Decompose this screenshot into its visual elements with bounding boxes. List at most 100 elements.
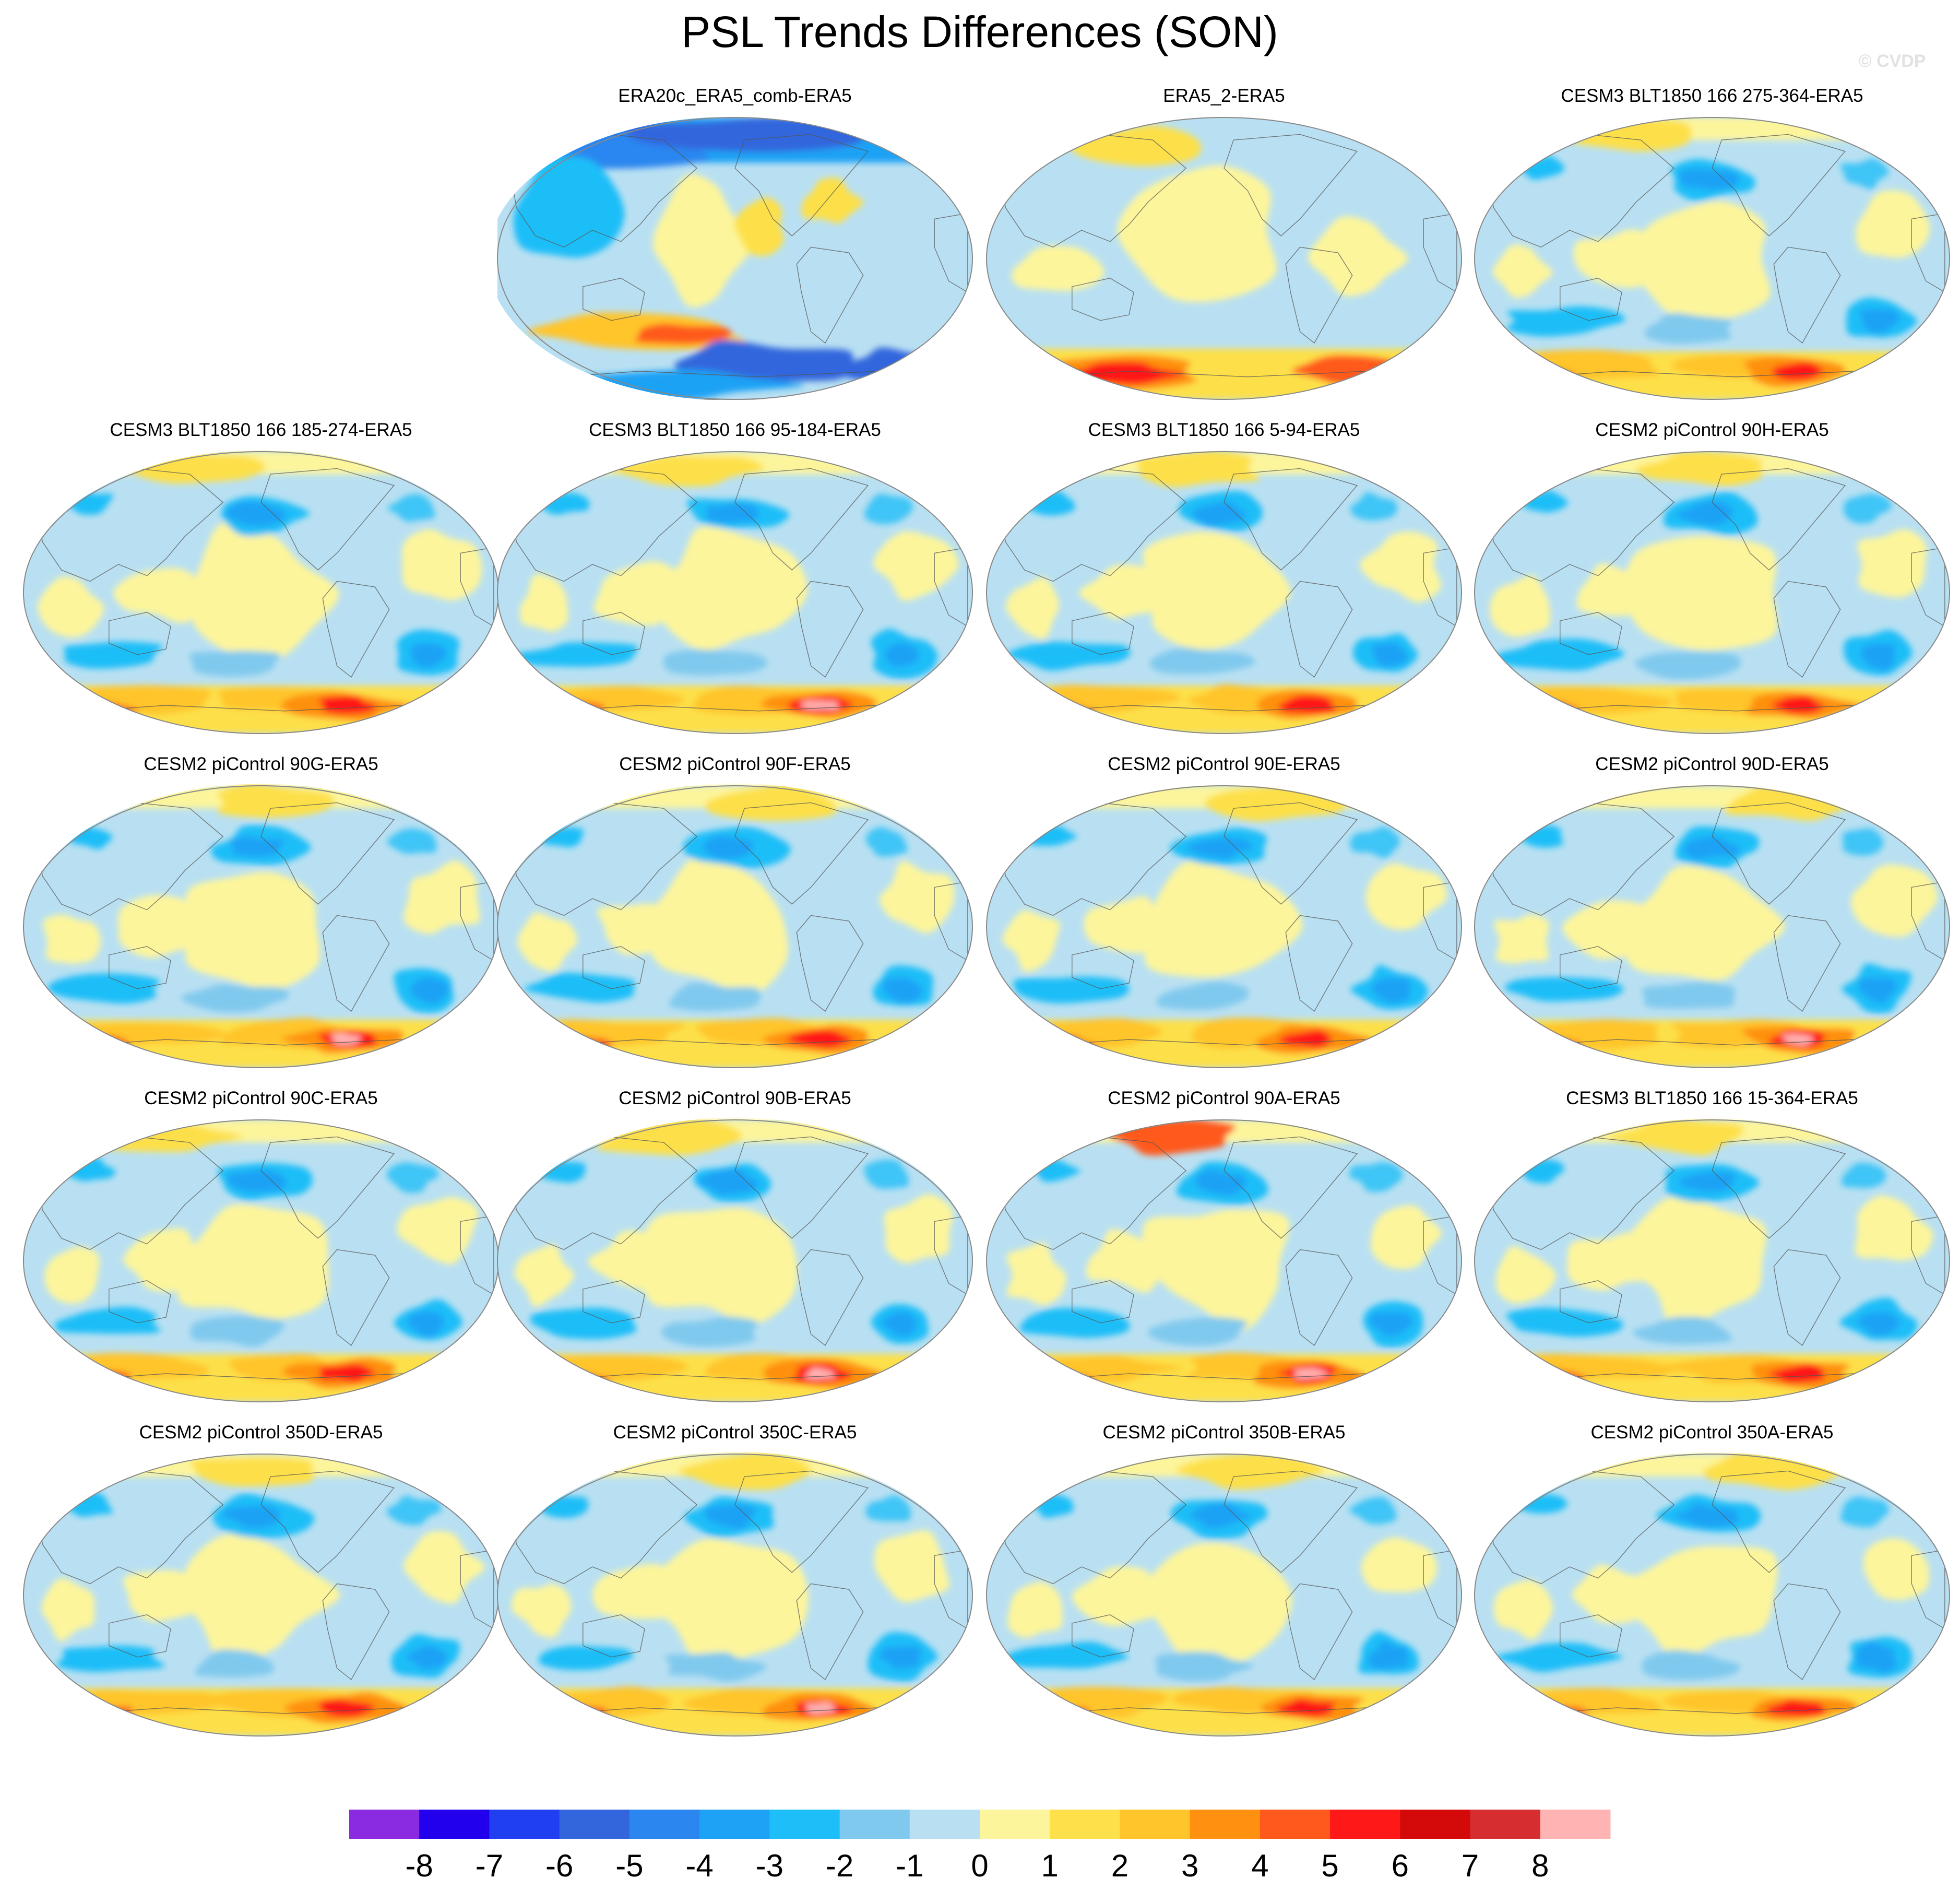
- map-field: [497, 1451, 972, 1736]
- panel-title: CESM2 piControl 90F-ERA5: [619, 754, 851, 774]
- colorbar-swatch: [1050, 1810, 1120, 1839]
- globe-outline: [986, 117, 1462, 400]
- panel-title: CESM2 piControl 350A-ERA5: [1591, 1422, 1834, 1443]
- map-panel: CESM2 piControl 90F-ERA5: [497, 754, 973, 1068]
- map-field: [1475, 1452, 1950, 1736]
- colorbar-tick-label: 3: [1181, 1848, 1198, 1883]
- panel-title: CESM2 piControl 90B-ERA5: [619, 1088, 851, 1108]
- watermark: © CVDP: [1859, 51, 1926, 71]
- panel-title: CESM2 piControl 90H-ERA5: [1595, 420, 1828, 440]
- colorbar-swatch: [1120, 1810, 1191, 1839]
- map-panel: CESM3 BLT1850 166 15-364-ERA5: [1474, 1088, 1950, 1402]
- colorbar: -8 -7 -6 -5 -4 -3 -2 -1 0 1 2 3 4 5 6 7 8: [349, 1810, 1611, 1883]
- map-panel: CESM2 piControl 90A-ERA5: [986, 1088, 1462, 1402]
- panel-title: CESM3 BLT1850 166 185-274-ERA5: [110, 420, 412, 440]
- colorbar-tick-label: -7: [476, 1848, 503, 1883]
- colorbar-tick-label: -2: [826, 1848, 853, 1883]
- map-field: [1475, 1118, 1950, 1402]
- map-panel: CESM3 BLT1850 166 185-274-ERA5: [23, 420, 499, 734]
- map-field: [23, 1120, 498, 1402]
- map-field: [987, 117, 1462, 399]
- panel-title: CESM3 BLT1850 166 275-364-ERA5: [1561, 86, 1863, 106]
- colorbar-swatch: [769, 1810, 840, 1839]
- colorbar-tick-label: 5: [1321, 1848, 1338, 1883]
- map-panel: CESM2 piControl 90B-ERA5: [497, 1088, 973, 1402]
- colorbar-tick-label: -3: [756, 1848, 783, 1883]
- panel-title: CESM3 BLT1850 166 95-184-ERA5: [589, 420, 881, 440]
- panel-title: ERA5_2-ERA5: [1163, 86, 1285, 106]
- globe-outline: [1474, 785, 1950, 1068]
- map-panel: CESM3 BLT1850 166 275-364-ERA5: [1474, 86, 1950, 400]
- map-field: [23, 450, 498, 734]
- globe-outline: [1474, 451, 1950, 734]
- panel-title: CESM2 piControl 90G-ERA5: [144, 754, 378, 774]
- globe-outline: [497, 451, 973, 734]
- panel-title: CESM2 piControl 350C-ERA5: [613, 1422, 857, 1443]
- map-panel: CESM2 piControl 350A-ERA5: [1474, 1422, 1950, 1737]
- colorbar-swatch: [1190, 1810, 1261, 1839]
- map-field: [1475, 117, 1950, 399]
- colorbar-swatch: [1400, 1810, 1470, 1839]
- colorbar-tick-label: 7: [1462, 1848, 1479, 1883]
- map-field: [1475, 785, 1950, 1068]
- panel-title: CESM2 piControl 350B-ERA5: [1103, 1422, 1346, 1443]
- globe-outline: [986, 1119, 1462, 1402]
- map-panel: CESM2 piControl 350D-ERA5: [23, 1422, 499, 1737]
- map-panels: ERA20c_ERA5_comb-ERA5 ERA5_2-ERA5 CESM3 BL…: [23, 86, 1950, 1737]
- map-panel: ERA5_2-ERA5: [986, 86, 1462, 400]
- map-panel: CESM2 piControl 90E-ERA5: [986, 754, 1462, 1068]
- colorbar-tick-label: -5: [615, 1848, 643, 1883]
- map-panel: CESM2 piControl 90D-ERA5: [1474, 754, 1950, 1068]
- globe-outline: [986, 785, 1462, 1068]
- map-panel: CESM2 piControl 350C-ERA5: [497, 1422, 973, 1737]
- colorbar-swatch: [699, 1810, 770, 1839]
- map-field: [987, 1119, 1462, 1402]
- map-field: [987, 1453, 1462, 1736]
- globe-outline: [497, 1119, 973, 1402]
- colorbar-swatch: [559, 1810, 630, 1839]
- map-field: [497, 452, 972, 734]
- map-field: [1475, 451, 1950, 734]
- colorbar-tick-label: -8: [406, 1848, 433, 1883]
- globe-outline: [497, 1454, 973, 1737]
- globe-outline: [497, 785, 973, 1068]
- colorbar-tick-label: -1: [896, 1848, 923, 1883]
- map-field: [488, 116, 972, 400]
- colorbar-tick-label: -6: [545, 1848, 573, 1883]
- globe-outline: [497, 117, 973, 400]
- map-panel: CESM3 BLT1850 166 95-184-ERA5: [497, 420, 973, 734]
- colorbar-swatch: [1330, 1810, 1400, 1839]
- map-panel: CESM3 BLT1850 166 5-94-ERA5: [986, 420, 1462, 734]
- panel-title: CESM2 piControl 90E-ERA5: [1108, 754, 1340, 774]
- colorbar-swatch: [1260, 1810, 1331, 1839]
- map-panel: CESM2 piControl 90H-ERA5: [1474, 420, 1950, 734]
- colorbar-tick-label: 0: [971, 1848, 988, 1883]
- panel-title: CESM2 piControl 90D-ERA5: [1595, 754, 1828, 774]
- colorbar-swatch: [419, 1810, 490, 1839]
- globe-outline: [1474, 1119, 1950, 1402]
- panel-title: CESM2 piControl 90A-ERA5: [1108, 1088, 1340, 1108]
- globe-outline: [1474, 1454, 1950, 1737]
- colorbar-swatch: [980, 1810, 1050, 1839]
- colorbar-swatch: [349, 1810, 420, 1839]
- chart-title: PSL Trends Differences (SON): [681, 7, 1278, 56]
- map-field: [987, 451, 1462, 734]
- panel-title: CESM2 piControl 350D-ERA5: [139, 1422, 383, 1443]
- colorbar-swatch: [839, 1810, 910, 1839]
- map-field: [987, 785, 1462, 1068]
- colorbar-swatch: [629, 1810, 700, 1839]
- map-field: [497, 1117, 972, 1402]
- panel-title: CESM2 piControl 90C-ERA5: [144, 1088, 377, 1108]
- colorbar-swatch: [489, 1810, 560, 1839]
- globe-outline: [986, 451, 1462, 734]
- colorbar-tick-label: 4: [1251, 1848, 1268, 1883]
- panel-title: CESM3 BLT1850 166 15-364-ERA5: [1566, 1088, 1858, 1108]
- colorbar-tick-label: 1: [1041, 1848, 1059, 1883]
- map-panel: ERA20c_ERA5_comb-ERA5: [488, 86, 973, 400]
- colorbar-swatch: [909, 1810, 980, 1839]
- map-field: [23, 1454, 498, 1736]
- colorbar-tick-label: -4: [685, 1848, 713, 1883]
- colorbar-tick-label: 6: [1392, 1848, 1409, 1883]
- colorbar-tick-label: 8: [1531, 1848, 1549, 1883]
- colorbar-swatch: [1470, 1810, 1541, 1839]
